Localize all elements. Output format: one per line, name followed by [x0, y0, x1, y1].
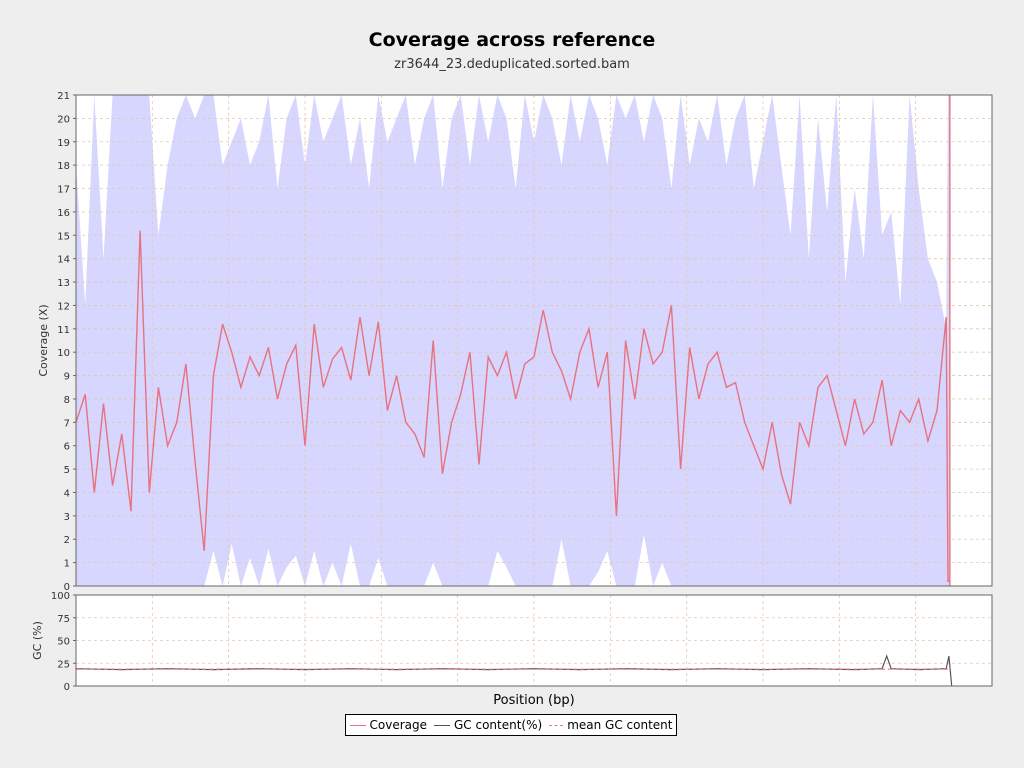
- x-axis-label: Position (bp): [493, 693, 574, 708]
- coverage-ytick-label-19: 19: [57, 138, 70, 149]
- gc-ytick-label-100: 100: [51, 591, 70, 602]
- legend: Coverage GC content(%) mean GC content: [345, 714, 677, 736]
- legend-label-mean-gc: mean GC content: [567, 718, 673, 732]
- legend-item-gc: GC content(%): [434, 718, 542, 732]
- gc-ytick-label-0: 0: [64, 682, 70, 693]
- legend-label-gc: GC content(%): [454, 718, 543, 732]
- coverage-ytick-label-8: 8: [64, 395, 70, 406]
- coverage-range-band: [76, 95, 950, 586]
- coverage-ytick-label-12: 12: [57, 301, 70, 312]
- gc-line-swatch: [434, 724, 450, 726]
- coverage-ytick-label-11: 11: [57, 325, 70, 336]
- coverage-ytick-label-15: 15: [57, 231, 70, 242]
- coverage-ytick-label-17: 17: [57, 185, 70, 196]
- gc-ytick-label-75: 75: [57, 614, 70, 625]
- coverage-ytick-label-4: 4: [64, 488, 70, 499]
- coverage-ytick-label-18: 18: [57, 161, 70, 172]
- coverage-ytick-label-16: 16: [57, 208, 70, 219]
- coverage-ytick-label-13: 13: [57, 278, 70, 289]
- coverage-ytick-label-7: 7: [64, 418, 70, 429]
- chart-title: Coverage across reference: [368, 29, 656, 51]
- gc-ytick-label-50: 50: [57, 637, 70, 648]
- gc-ytick-label-25: 25: [57, 659, 70, 670]
- coverage-ytick-label-5: 5: [64, 465, 70, 476]
- mean-gc-line-swatch: [549, 724, 564, 726]
- coverage-ytick-label-10: 10: [57, 348, 70, 359]
- coverage-ytick-label-3: 3: [64, 512, 70, 523]
- gc-y-axis-label: GC (%): [31, 621, 44, 660]
- gc-plot-border: [75, 594, 993, 687]
- chart-subtitle: zr3644_23.deduplicated.sorted.bam: [394, 57, 630, 72]
- legend-label-coverage: Coverage: [369, 718, 428, 732]
- coverage-ytick-label-21: 21: [57, 91, 70, 102]
- coverage-ytick-label-2: 2: [64, 535, 70, 546]
- coverage-plot-border: [75, 94, 993, 587]
- coverage-series-line: [75, 230, 950, 582]
- coverage-ytick-label-14: 14: [57, 255, 70, 266]
- coverage-ytick-label-6: 6: [64, 442, 70, 453]
- coverage-ytick-label-0: 0: [64, 582, 70, 593]
- coverage-ytick-label-1: 1: [64, 559, 70, 570]
- coverage-ytick-label-9: 9: [64, 372, 70, 383]
- coverage-line-swatch: [349, 724, 366, 726]
- legend-item-mean-gc: mean GC content: [549, 718, 672, 732]
- coverage-y-axis-label: Coverage (X): [37, 304, 50, 376]
- coverage-ytick-label-20: 20: [57, 114, 70, 125]
- legend-item-coverage: Coverage: [349, 718, 428, 732]
